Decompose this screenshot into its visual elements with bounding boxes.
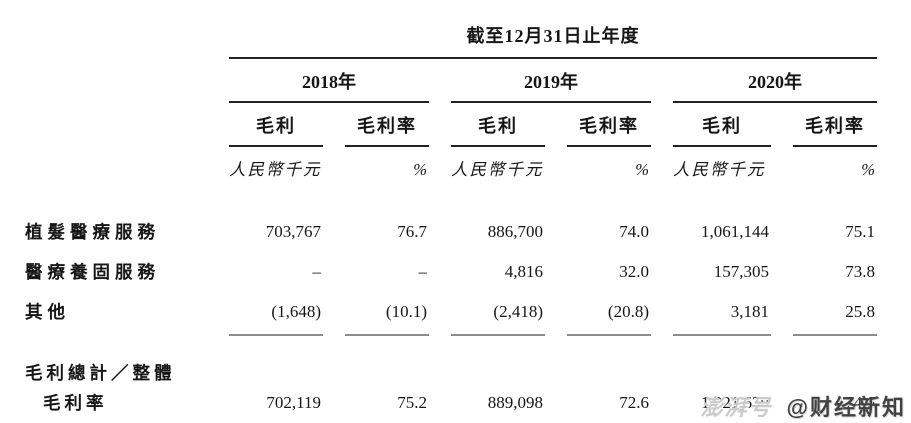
unit-rmb-2018: 人民幣千元 [229, 160, 322, 179]
cell-value: – [418, 262, 428, 281]
subtotal-rule-row [25, 332, 911, 336]
table-row-total: 毛利率 702,119 75.2 889,098 72.6 1,221,630 … [25, 386, 911, 420]
cell-value: 4,816 [504, 262, 543, 281]
watermark-platform: 澎湃号 [700, 395, 773, 420]
total-label-line1: 毛利總計／整體 [25, 363, 176, 383]
subtotal-rule [567, 334, 651, 336]
year-rule-row [25, 101, 911, 103]
colhead-gross-2019: 毛利 [478, 116, 518, 136]
col-rule [451, 145, 545, 147]
colhead-margin-2018: 毛利率 [357, 116, 417, 136]
year-2019: 2019年 [524, 72, 578, 92]
cell-value: 75.2 [397, 393, 427, 412]
table-total-section: 毛利總計／整體 毛利率 702,119 75.2 889,098 72.6 1,… [25, 360, 911, 423]
unit-pct-2018: % [413, 160, 427, 179]
subtotal-rule [793, 334, 877, 336]
cell-value: 3,181 [730, 302, 769, 321]
year-rule-2019 [451, 101, 651, 103]
col-rule [673, 145, 771, 147]
cell-value: 32.0 [619, 262, 649, 281]
unit-rmb-2019: 人民幣千元 [451, 160, 544, 179]
units-row: 人民幣千元 % 人民幣千元 % 人民幣千元 % [25, 147, 911, 184]
colhead-margin-2019: 毛利率 [579, 116, 639, 136]
cell-value: 72.6 [619, 393, 649, 412]
cell-value: 74.0 [619, 222, 649, 241]
cell-value: 76.7 [397, 222, 427, 241]
column-rule-row [25, 145, 911, 147]
row-label: 植髮醫療服務 [25, 222, 160, 242]
unit-pct-2019: % [635, 160, 649, 179]
total-label-line2: 毛利率 [43, 393, 108, 413]
watermark-account: @财经新知 [786, 395, 906, 420]
year-2018: 2018年 [302, 72, 356, 92]
cell-value: 1,061,144 [701, 222, 769, 241]
row-label: 其他 [25, 302, 70, 322]
cell-value: 75.1 [845, 222, 875, 241]
colhead-margin-2020: 毛利率 [805, 116, 865, 136]
table-header-title-row: 截至12月31日止年度 [25, 22, 911, 48]
col-rule [567, 145, 651, 147]
subtotal-rule [345, 334, 429, 336]
cell-value: 25.8 [845, 302, 875, 321]
subtotal-rule [229, 334, 323, 336]
cell-value: 74.6 [845, 393, 875, 412]
cell-value: (20.8) [607, 302, 649, 321]
table-body: 植髮醫療服務 703,767 76.7 886,700 74.0 1,061,1… [25, 212, 911, 336]
column-header-row: 毛利 毛利率 毛利 毛利率 毛利 毛利率 [25, 103, 911, 145]
cell-value: – [312, 262, 322, 281]
unit-pct-2020: % [861, 160, 875, 179]
cell-value: (1,648) [271, 302, 321, 321]
top-rule [229, 57, 877, 59]
unit-rmb-2020: 人民幣千元 [673, 160, 766, 179]
table-title: 截至12月31日止年度 [466, 26, 640, 46]
table-row-medical-care: 醫療養固服務 – – 4,816 32.0 157,305 73.8 [25, 252, 911, 292]
subtotal-rule [673, 334, 771, 336]
subtotal-rule [451, 334, 545, 336]
row-label: 醫療養固服務 [25, 262, 160, 282]
table-row-others: 其他 (1,648) (10.1) (2,418) (20.8) 3,181 2… [25, 292, 911, 332]
cell-value: 1,221,630 [701, 393, 769, 412]
cell-value: 73.8 [845, 262, 875, 281]
col-rule [229, 145, 323, 147]
watermark: 澎湃号 @财经新知 [701, 390, 906, 422]
cell-value: (10.1) [385, 302, 427, 321]
cell-value: 702,119 [266, 393, 321, 412]
top-rule-row [25, 48, 911, 59]
cell-value: 886,700 [487, 222, 543, 241]
year-rule-2018 [229, 101, 429, 103]
col-rule [793, 145, 877, 147]
cell-value: 157,305 [713, 262, 769, 281]
year-header-row: 2018年 2019年 2020年 [25, 59, 911, 101]
col-rule [345, 145, 429, 147]
cell-value: 703,767 [265, 222, 321, 241]
table-row-hair-transplant: 植髮醫療服務 703,767 76.7 886,700 74.0 1,061,1… [25, 212, 911, 252]
year-rule-2020 [673, 101, 877, 103]
colhead-gross-2018: 毛利 [256, 116, 296, 136]
cell-value: (2,418) [493, 302, 543, 321]
year-2020: 2020年 [748, 72, 802, 92]
cell-value: 889,098 [487, 393, 543, 412]
colhead-gross-2020: 毛利 [702, 116, 742, 136]
